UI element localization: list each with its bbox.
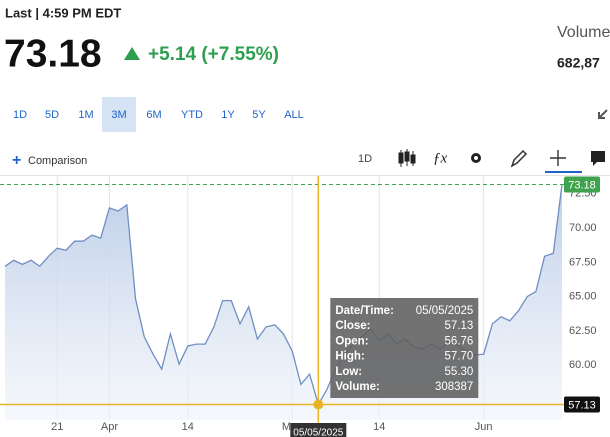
last-price-box	[564, 176, 600, 193]
range-button[interactable]: 6M	[146, 109, 161, 121]
tooltip-value: 308387	[435, 381, 473, 393]
range-button[interactable]: 3M	[111, 109, 126, 121]
crosshair-value-box	[564, 396, 600, 413]
interval-button[interactable]: 1D	[358, 153, 372, 165]
change: +5.14 (+7.55%)	[148, 44, 279, 65]
crosshair-value-label: 57.13	[568, 399, 596, 411]
crosshair-date-label: 05/05/2025	[293, 428, 343, 437]
tooltip-key: High:	[335, 351, 364, 363]
tooltip-key: Open:	[335, 335, 368, 347]
tooltip	[330, 298, 479, 398]
range-button[interactable]: 5D	[45, 109, 59, 121]
x-tick-label: 14	[182, 421, 194, 433]
expand-icon[interactable]	[598, 109, 608, 119]
range-button[interactable]: 5Y	[252, 109, 266, 121]
volume-label: Volume	[557, 24, 610, 41]
last-label: Last | 4:59 PM EDT	[5, 5, 121, 20]
comparison-button[interactable]: Comparison	[28, 155, 87, 167]
range-buttons: 1D 5D 1M 3M 6M YTD 1Y 5Y ALL	[13, 97, 304, 132]
x-tick-label: 21	[51, 421, 63, 433]
x-tick-label: 14	[373, 421, 385, 433]
x-tick-label: Jun	[475, 421, 493, 433]
range-button[interactable]: 1Y	[221, 109, 235, 121]
tooltip-value: 57.13	[445, 320, 474, 332]
range-button[interactable]: ALL	[284, 109, 304, 121]
tooltip-value: 56.76	[445, 335, 474, 347]
last-price-label: 73.18	[568, 179, 596, 191]
range-button[interactable]: YTD	[181, 109, 203, 121]
y-tick-label: 65.00	[569, 291, 597, 303]
up-arrow	[124, 47, 140, 60]
tooltip-value: 55.30	[445, 366, 474, 378]
plus-icon[interactable]: +	[12, 152, 21, 169]
candle-icon[interactable]	[398, 149, 416, 167]
settings-icon[interactable]	[471, 153, 481, 163]
crosshair-point	[313, 399, 324, 410]
y-tick-label: 67.50	[569, 256, 597, 268]
area-fill	[5, 184, 562, 420]
tooltip-key: Close:	[335, 320, 370, 332]
tooltip-value: 57.70	[445, 351, 474, 363]
tooltip-value: 05/05/2025	[416, 305, 474, 317]
crosshair-icon[interactable]	[550, 150, 566, 166]
tooltip-key: Date/Time:	[335, 305, 394, 317]
crosshair-date-box	[290, 423, 347, 437]
y-tick-label: 70.00	[569, 222, 597, 234]
price: 73.18	[4, 32, 102, 75]
range-selected	[102, 97, 136, 132]
y-tick-label: 60.00	[569, 359, 597, 371]
indicator-icon[interactable]: ƒx	[433, 150, 448, 166]
range-button[interactable]: 1M	[78, 109, 93, 121]
y-tick-label: 62.50	[569, 325, 597, 337]
tooltip-key: Volume:	[335, 381, 380, 393]
volume: 682,87	[557, 55, 600, 71]
tooltip-key: Low:	[335, 366, 362, 378]
x-tick-label: Apr	[101, 421, 118, 433]
range-button[interactable]: 1D	[13, 109, 27, 121]
chart: 21Apr14May14Jun60.0062.5065.0067.5070.00…	[0, 176, 600, 437]
comment-icon[interactable]	[591, 151, 605, 166]
draw-icon[interactable]	[510, 149, 528, 168]
